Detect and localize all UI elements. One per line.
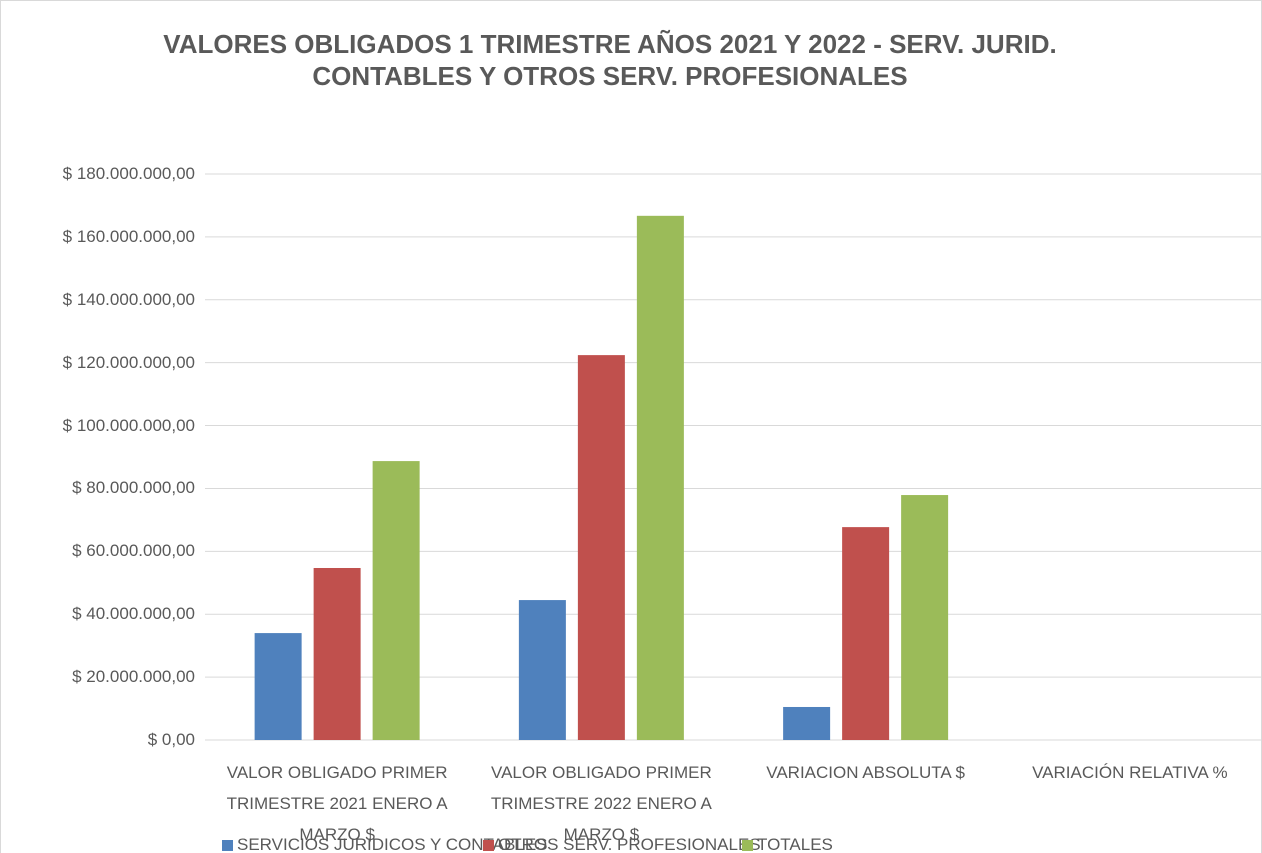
- legend-swatch: [483, 839, 494, 851]
- legend-label: TOTALES: [757, 835, 833, 853]
- y-tick-label: $ 40.000.000,00: [72, 604, 195, 624]
- bar: [577, 355, 625, 740]
- legend-item: SERVICIOS JURIDICOS Y CONTABLES: [222, 835, 548, 853]
- bar: [842, 527, 890, 740]
- y-tick-label: $ 80.000.000,00: [72, 478, 195, 498]
- x-tick-label: VARIACIÓN RELATIVA %: [1032, 763, 1228, 782]
- bar: [372, 461, 420, 740]
- bar: [636, 215, 684, 740]
- y-tick-label: $ 180.000.000,00: [62, 164, 195, 183]
- x-tick-label: VALOR OBLIGADO PRIMER TRIMESTRE 2021 ENE…: [226, 763, 448, 844]
- bar: [901, 495, 949, 740]
- legend-label: OTROS SERV. PROFESIONALES: [498, 835, 761, 853]
- bar: [783, 706, 831, 740]
- y-tick-label: $ 60.000.000,00: [72, 541, 195, 561]
- y-tick-label: $ 160.000.000,00: [62, 226, 195, 246]
- x-tick-label: VARIACION ABSOLUTA $: [766, 763, 965, 782]
- legend-item: OTROS SERV. PROFESIONALES: [483, 835, 761, 853]
- legend-label: SERVICIOS JURIDICOS Y CONTABLES: [237, 835, 548, 853]
- legend-swatch: [742, 839, 753, 851]
- y-tick-label: $ 140.000.000,00: [62, 289, 195, 309]
- x-tick-label: VALOR OBLIGADO PRIMER TRIMESTRE 2022 ENE…: [490, 763, 712, 844]
- legend-swatch: [222, 839, 233, 851]
- y-tick-label: $ 0,00: [147, 730, 195, 749]
- bar: [254, 633, 302, 740]
- y-tick-label: $ 100.000.000,00: [62, 415, 195, 435]
- legend-item: TOTALES: [742, 835, 833, 853]
- bar: [313, 567, 361, 740]
- bar: [518, 600, 566, 740]
- chart-title: VALORES OBLIGADOS 1 TRIMESTRE AÑOS 2021 …: [163, 29, 1057, 91]
- y-tick-label: $ 120.000.000,00: [62, 352, 195, 372]
- y-tick-label: $ 20.000.000,00: [72, 667, 195, 687]
